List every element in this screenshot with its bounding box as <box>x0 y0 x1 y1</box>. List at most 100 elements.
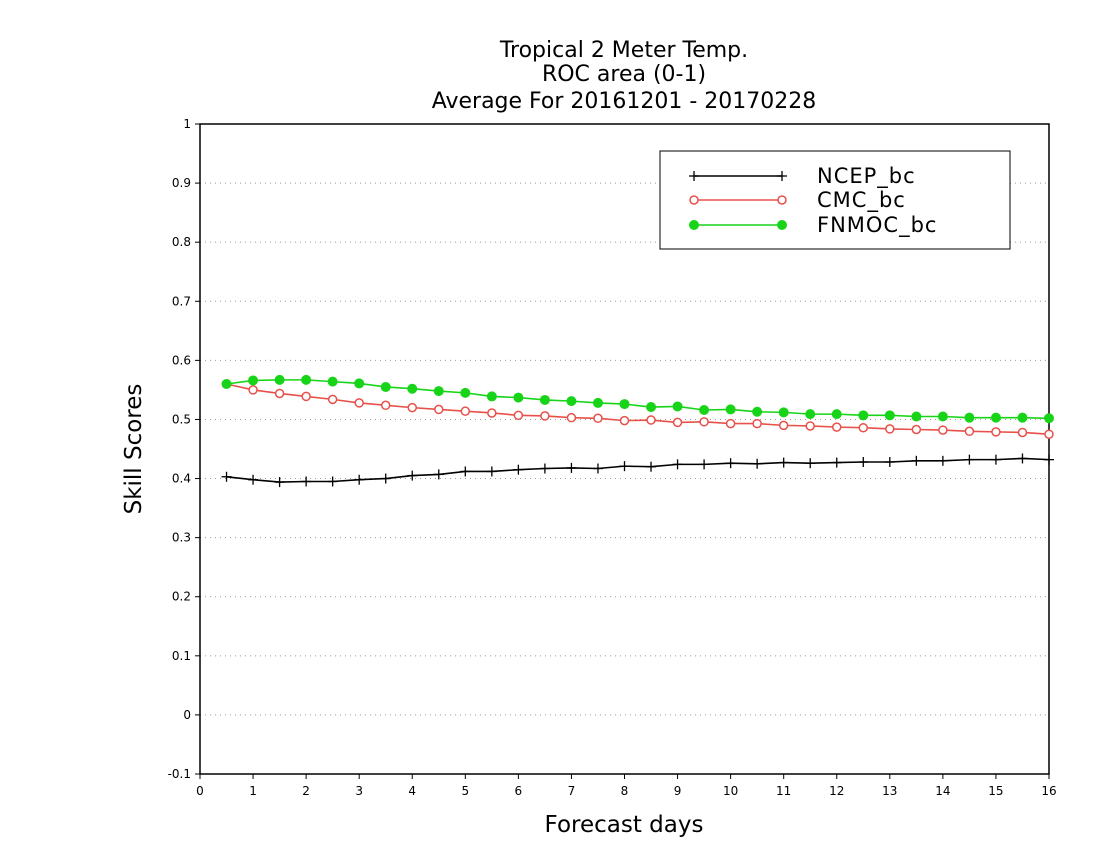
y-axis-ticks: -0.1 0 0.1 0.2 0.3 0.4 0.5 0.6 0.7 0.8 0.9 1 <box>168 117 200 781</box>
x-tick-label: 5 <box>461 784 469 798</box>
data-point <box>301 374 312 385</box>
data-point <box>646 461 657 472</box>
data-point <box>1044 413 1054 424</box>
data-point <box>513 410 524 421</box>
data-point <box>964 454 975 465</box>
data-point <box>778 407 789 418</box>
data-point <box>911 424 922 435</box>
legend-label: NCEP_bc <box>817 164 916 189</box>
data-point <box>407 383 418 394</box>
data-point <box>725 418 736 429</box>
data-point <box>592 463 603 474</box>
data-point <box>540 411 550 421</box>
y-tick-label: 0.9 <box>172 176 191 190</box>
legend-marker <box>777 195 787 205</box>
legend-marker <box>689 195 699 205</box>
data-point <box>593 413 603 424</box>
data-point <box>964 412 975 423</box>
y-tick-label: 0 <box>183 708 191 722</box>
y-tick-label: 0.7 <box>172 294 191 308</box>
data-point <box>486 466 497 477</box>
data-point <box>752 406 763 417</box>
y-tick-label: 1 <box>183 117 191 131</box>
x-tick-label: 2 <box>302 784 310 798</box>
x-tick-label: 8 <box>621 784 629 798</box>
data-point <box>805 458 816 469</box>
data-point <box>566 412 577 423</box>
title-line-3: Average For 20161201 - 20170228 <box>432 89 817 114</box>
data-point <box>672 401 683 412</box>
data-point <box>327 376 338 387</box>
x-tick-label: 4 <box>408 784 416 798</box>
data-point <box>327 476 338 487</box>
data-point <box>990 454 1001 465</box>
data-point <box>619 415 630 426</box>
data-point <box>672 459 683 470</box>
x-tick-label: 7 <box>568 784 576 798</box>
data-point <box>911 411 922 422</box>
data-point <box>619 461 630 472</box>
data-point <box>301 391 311 402</box>
series-line <box>226 379 1050 420</box>
data-point <box>884 457 895 467</box>
x-tick-label: 0 <box>196 784 204 798</box>
y-tick-label: -0.1 <box>168 767 191 781</box>
y-tick-label: 0.2 <box>172 590 191 604</box>
legend-label: FNMOC_bc <box>817 213 937 238</box>
x-tick-label: 3 <box>355 784 363 798</box>
legend-item: CMC_bc <box>689 188 906 213</box>
x-tick-label: 11 <box>776 784 791 798</box>
data-point <box>858 410 869 421</box>
y-tick-label: 0.1 <box>172 649 191 663</box>
data-point <box>539 394 550 405</box>
x-tick-label: 13 <box>882 784 897 798</box>
data-point <box>407 470 418 481</box>
data-point <box>778 420 789 431</box>
data-point <box>433 386 444 397</box>
data-point <box>1017 412 1028 423</box>
data-point <box>460 406 471 416</box>
x-tick-label: 1 <box>249 784 257 798</box>
data-point <box>884 410 895 421</box>
y-tick-label: 0.5 <box>172 412 191 426</box>
y-tick-label: 0.4 <box>172 472 191 486</box>
data-point <box>380 400 391 411</box>
series-lines <box>221 374 1054 488</box>
data-point <box>831 409 842 420</box>
data-point <box>1017 427 1028 438</box>
chart-title: Tropical 2 Meter Temp.ROC area (0-1)Aver… <box>432 38 817 114</box>
data-point <box>248 375 259 386</box>
data-point <box>433 469 444 480</box>
data-point <box>911 455 922 466</box>
data-point <box>407 402 417 413</box>
data-point <box>831 457 842 468</box>
data-point <box>592 397 603 408</box>
data-point <box>354 378 365 389</box>
series-FNMOC_bc <box>221 374 1054 424</box>
x-tick-label: 10 <box>723 784 738 798</box>
data-point <box>274 477 285 488</box>
legend-item: FNMOC_bc <box>689 213 937 238</box>
legend-marker <box>777 220 787 230</box>
legend-label: CMC_bc <box>817 188 906 213</box>
data-point <box>513 464 524 475</box>
data-point <box>248 474 259 485</box>
data-point <box>646 402 657 413</box>
data-point <box>380 381 391 392</box>
legend-item: NCEP_bc <box>689 164 916 189</box>
data-point <box>434 404 444 415</box>
title-line-2: ROC area (0-1) <box>542 62 706 87</box>
data-point <box>752 458 763 469</box>
data-point <box>248 385 258 395</box>
data-point <box>221 379 232 389</box>
data-point <box>274 374 285 385</box>
y-axis-title: Skill Scores <box>121 384 147 515</box>
data-point <box>725 404 736 415</box>
x-tick-label: 9 <box>674 784 682 798</box>
x-tick-label: 6 <box>515 784 523 798</box>
data-point <box>460 387 471 398</box>
y-tick-label: 0.3 <box>172 531 191 545</box>
data-point <box>937 455 948 466</box>
data-point <box>354 474 365 485</box>
